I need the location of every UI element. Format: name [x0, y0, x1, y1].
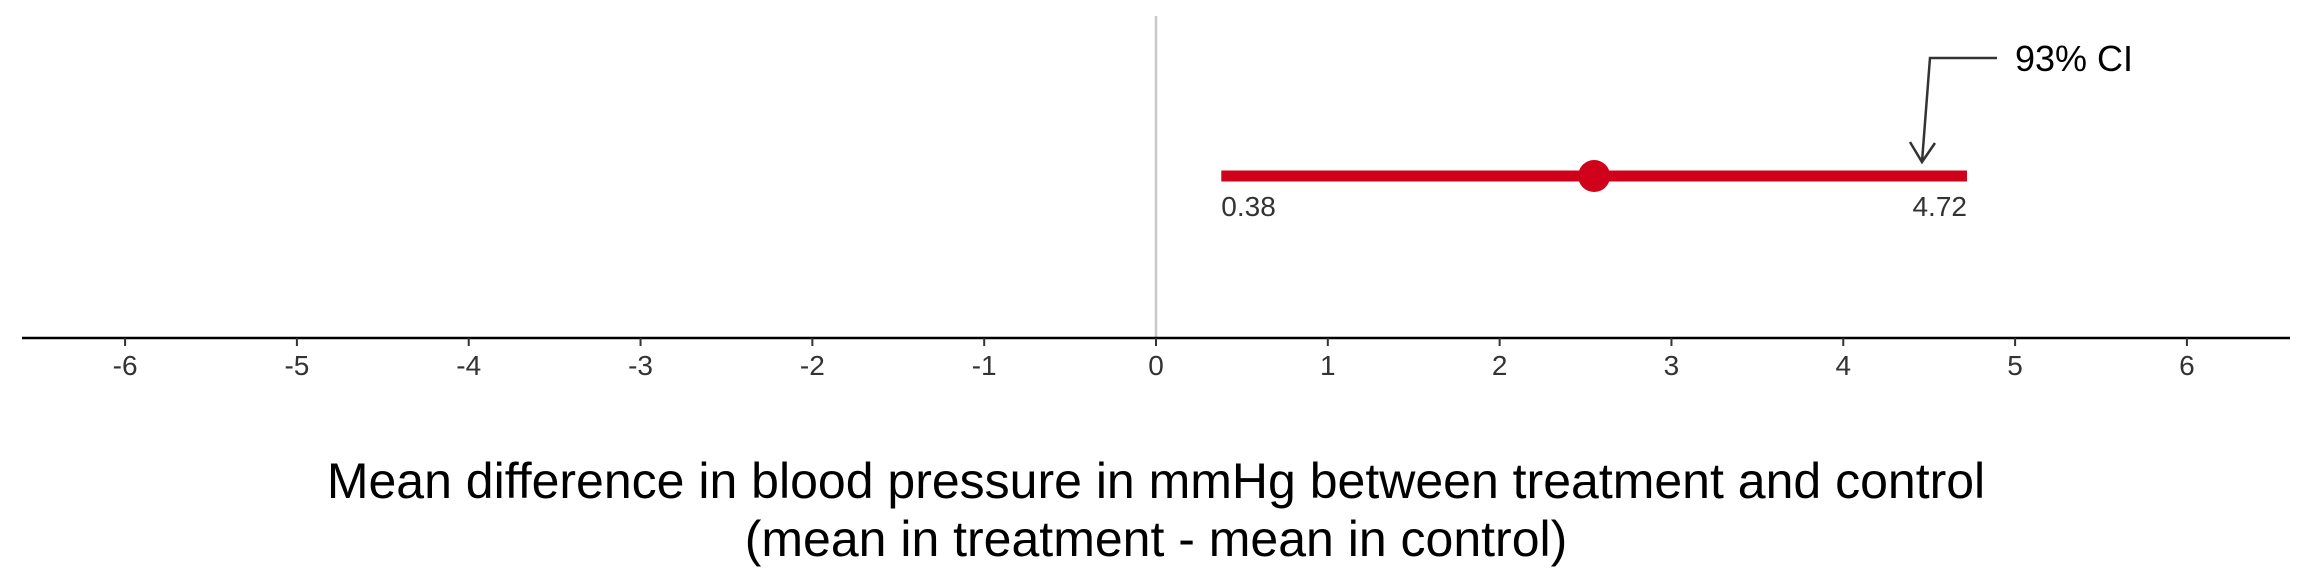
x-tick-label: 6: [2179, 350, 2195, 381]
x-tick-label: -5: [284, 350, 309, 381]
x-tick-label: -1: [972, 350, 997, 381]
x-tick-label: -2: [800, 350, 825, 381]
ci-callout-arrow: [1908, 56, 1997, 165]
x-tick-label: -6: [113, 350, 138, 381]
ci-lower-label: 0.38: [1221, 191, 1276, 222]
x-axis-title-line2: (mean in treatment - mean in control): [745, 511, 1568, 567]
x-tick-label: -3: [628, 350, 653, 381]
ci-upper-label: 4.72: [1912, 191, 1967, 222]
x-tick-label: 3: [1664, 350, 1680, 381]
x-tick-label: 2: [1492, 350, 1508, 381]
x-axis-ticks: -6 -5 -4 -3 -2 -1 0 1 2 3 4 5 6: [113, 338, 2195, 381]
x-tick-label: 4: [1835, 350, 1851, 381]
x-tick-label: 1: [1320, 350, 1336, 381]
ci-annotation-label: 93% CI: [2015, 38, 2133, 79]
point-estimate-marker: [1578, 160, 1611, 192]
x-tick-label: 0: [1148, 350, 1164, 381]
x-tick-label: -4: [456, 350, 481, 381]
x-axis-title-line1: Mean difference in blood pressure in mmH…: [327, 453, 1985, 509]
x-tick-label: 5: [2007, 350, 2023, 381]
